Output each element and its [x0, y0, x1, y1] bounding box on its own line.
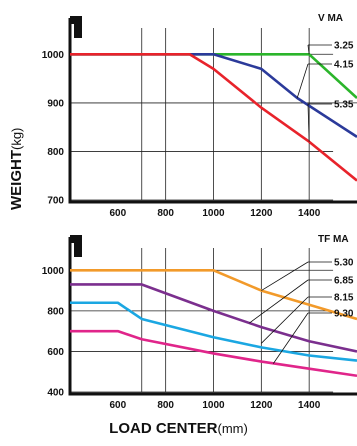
x-tick-label: 1400	[298, 208, 321, 219]
upper-load-chart: 700 800 900 1000 600 800 1000 1200 1400 V MA 3.25 4…	[42, 13, 357, 219]
x-tick-label: 800	[157, 400, 174, 411]
x-tick-label: 600	[109, 208, 126, 219]
x-tick-label: 600	[109, 400, 126, 411]
series-label-4-15: 4.15	[334, 60, 354, 71]
y-tick-label: 1000	[42, 266, 65, 277]
y-tick-label: 800	[47, 147, 64, 158]
x-tick-label: 1000	[202, 208, 225, 219]
lower-load-chart: 400 600 800 1000 600 800 1000 1200 1400 TF MA 5.30…	[42, 234, 357, 411]
series-label-6-85: 6.85	[334, 276, 354, 287]
series-label-5-30: 5.30	[334, 258, 354, 269]
chart-title: TF MA	[318, 234, 349, 245]
y-axis-title: WEIGHT(kg)	[8, 128, 25, 210]
y-tick-label: 800	[47, 306, 64, 317]
x-tick-label: 800	[157, 208, 174, 219]
y-tick-label: 900	[47, 98, 64, 109]
series-label-9-30: 9.30	[334, 309, 354, 320]
leader-line	[261, 297, 308, 343]
y-tick-label: 600	[47, 347, 64, 358]
leader-line	[261, 262, 308, 291]
series-label-5-35: 5.35	[334, 100, 354, 111]
x-tick-label: 1200	[250, 400, 273, 411]
y-tick-label: 1000	[42, 50, 65, 61]
y-tick-label: 700	[47, 196, 64, 207]
x-tick-label: 1200	[250, 208, 273, 219]
series-label-3-25: 3.25	[334, 41, 354, 52]
x-tick-label: 1000	[202, 400, 225, 411]
leader-line	[297, 64, 308, 98]
series-label-8-15: 8.15	[334, 293, 354, 304]
x-tick-label: 1400	[298, 400, 321, 411]
chart-title: V MA	[318, 13, 343, 24]
y-tick-label: 400	[47, 388, 64, 399]
x-axis-title: LOAD CENTER(mm)	[0, 420, 357, 437]
